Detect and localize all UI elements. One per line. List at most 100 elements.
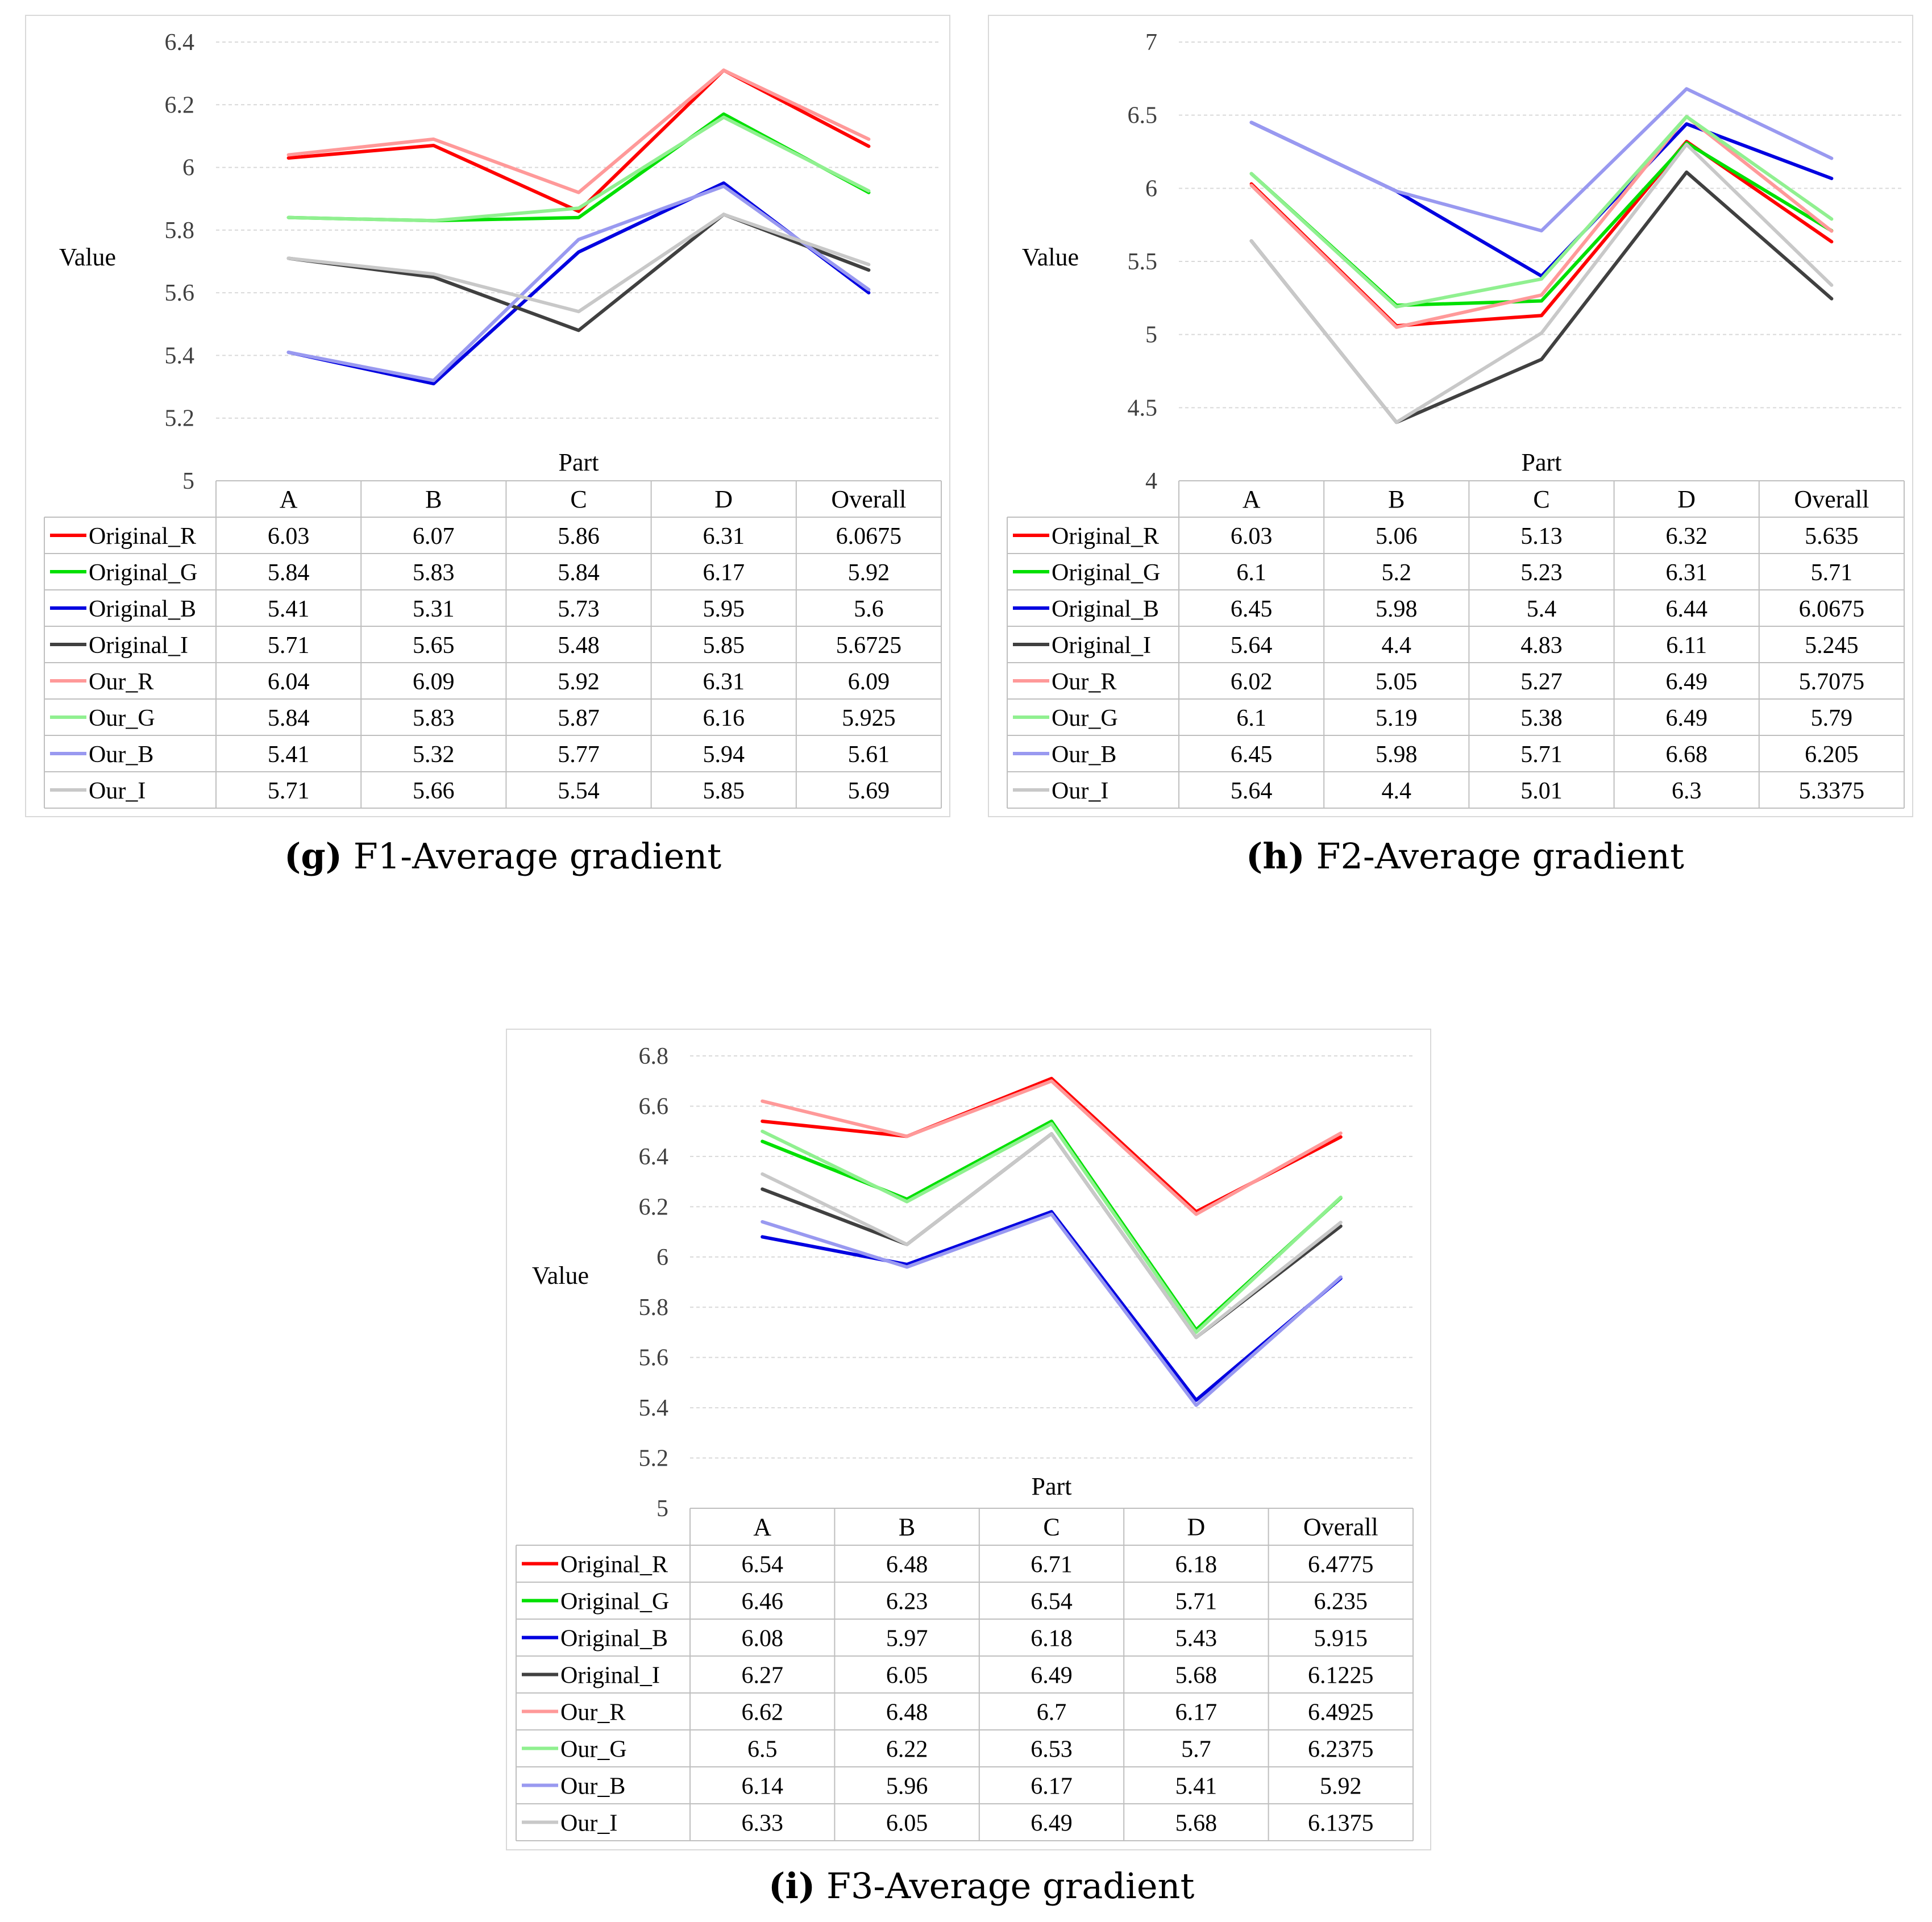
x-tick-label: A (753, 1513, 771, 1541)
legend-label: Our_I (560, 1811, 617, 1837)
data-label: 6.62 (741, 1700, 783, 1726)
legend-label: Original_G (89, 560, 197, 586)
data-label: 6.48 (886, 1700, 928, 1726)
data-label: 6.07 (413, 523, 455, 550)
x-tick-label: B (425, 485, 442, 513)
data-label: 6.03 (1231, 523, 1273, 550)
legend-label: Original_I (560, 1663, 660, 1689)
series-line-original-i (1249, 170, 1834, 425)
series-line-our-i (1249, 143, 1834, 425)
data-label: 5.97 (886, 1626, 928, 1652)
legend-label: Our_G (560, 1737, 627, 1763)
data-label: 5.915 (1314, 1626, 1368, 1652)
x-tick-label: B (1388, 485, 1405, 513)
x-tick-label: D (714, 485, 733, 513)
y-tick-label: 7 (1145, 30, 1157, 56)
caption-f1-label: (g) (284, 835, 343, 877)
data-label: 5.71 (1811, 560, 1853, 586)
data-label: 5.13 (1520, 523, 1563, 550)
y-tick-label: 6.4 (639, 1144, 669, 1170)
data-label: 6.16 (703, 705, 745, 731)
data-label: 5.83 (413, 705, 455, 731)
series-line-original-b (286, 181, 871, 386)
data-label: 6.18 (1175, 1552, 1218, 1578)
data-label: 5.4 (1527, 596, 1557, 622)
series-line-original-r (1249, 140, 1834, 328)
caption-f2-label: (h) (1246, 835, 1305, 877)
legend-label: Our_B (1052, 742, 1116, 768)
data-label: 5.68 (1175, 1663, 1218, 1689)
data-label: 6.4775 (1308, 1552, 1374, 1578)
legend-label: Our_R (1052, 669, 1116, 695)
series-line-our-g (286, 115, 871, 223)
y-tick-label: 5.6 (639, 1345, 669, 1371)
data-label: 6.49 (1665, 705, 1707, 731)
y-axis-title: Value (1022, 243, 1079, 271)
data-label: 6.46 (741, 1589, 783, 1615)
caption-f2: (h) F2-Average gradient (1246, 835, 1684, 877)
data-label: 5.71 (1175, 1589, 1218, 1615)
x-tick-label: B (899, 1513, 915, 1541)
legend-label: Our_B (89, 742, 153, 768)
data-label: 6.49 (1665, 669, 1707, 695)
series-line-our-b (286, 184, 871, 382)
data-label: 5.69 (848, 778, 890, 804)
data-label: 6.4925 (1308, 1700, 1374, 1726)
data-label: 5.64 (1231, 778, 1273, 804)
x-tick-label: Overall (1794, 485, 1869, 513)
chart-f3-svg: 5 5.2 5.4 5.6 5.8 6 6.2 6.4 6.6 6.8 Value Part A B C D O… (516, 1043, 1414, 1841)
x-tick-label: A (280, 485, 298, 513)
data-label: 4.4 (1382, 778, 1412, 804)
series-line-original-i (286, 213, 871, 332)
caption-f3: (i) F3-Average gradient (768, 1865, 1194, 1907)
data-label: 5.7 (1181, 1737, 1211, 1763)
data-label: 6.49 (1031, 1663, 1073, 1689)
caption-f3-text: F3-Average gradient (826, 1865, 1195, 1907)
legend-label: Our_R (89, 669, 153, 695)
legend-label: Our_B (560, 1774, 625, 1800)
data-label: 5.43 (1175, 1626, 1218, 1652)
y-tick-label: 5.4 (639, 1395, 669, 1421)
data-label: 5.05 (1376, 669, 1418, 695)
data-label: 6.53 (1031, 1737, 1073, 1763)
legend-label: Our_I (89, 778, 146, 804)
chart-f2-svg: 4 4.5 5 5.5 6 6.5 7 Value Part A B C D Overall Origina… (1007, 30, 1905, 809)
data-label: 5.27 (1520, 669, 1563, 695)
data-label: 5.61 (848, 742, 890, 768)
data-label: 5.635 (1805, 523, 1859, 550)
x-axis-title: Part (559, 448, 599, 476)
data-label: 6.45 (1231, 742, 1273, 768)
data-label: 6.68 (1665, 742, 1707, 768)
series-line-our-b (761, 1212, 1343, 1407)
data-label: 6.17 (1031, 1774, 1073, 1800)
data-label: 5.3375 (1799, 778, 1865, 804)
legend-label: Original_I (89, 633, 188, 659)
data-label: 6.49 (1031, 1811, 1073, 1837)
y-tick-label: 6 (182, 155, 194, 181)
legend-label: Original_R (560, 1552, 668, 1578)
series-line-original-r (286, 68, 871, 213)
data-label: 6.22 (886, 1737, 928, 1763)
y-tick-label: 6.4 (165, 30, 195, 56)
data-label: 6.05 (886, 1811, 928, 1837)
data-label: 5.92 (558, 669, 600, 695)
y-tick-label: 5.5 (1128, 249, 1158, 275)
chart-panel-f1: 5 5.2 5.4 5.6 5.8 6 6.2 6.4 Value Part A B C D Overall… (25, 15, 950, 817)
series-line-our-r (761, 1079, 1343, 1216)
legend-label: Our_I (1052, 778, 1108, 804)
legend-label: Original_G (1052, 560, 1160, 586)
y-tick-label: 5.8 (639, 1295, 669, 1321)
caption-f1: (g) F1-Average gradient (284, 835, 721, 877)
data-label: 5.87 (558, 705, 600, 731)
data-label: 6.11 (1666, 633, 1707, 659)
legend-label: Original_G (560, 1589, 669, 1615)
data-label: 6.0675 (1799, 596, 1865, 622)
data-label: 5.38 (1520, 705, 1563, 731)
y-tick-label: 6 (1145, 176, 1157, 202)
y-tick-label: 5.4 (165, 343, 195, 369)
data-label: 5.95 (703, 596, 745, 622)
data-label: 5.06 (1376, 523, 1418, 550)
data-label: 6.44 (1665, 596, 1707, 622)
data-label: 6.05 (886, 1663, 928, 1689)
x-tick-label: Overall (1303, 1513, 1378, 1541)
